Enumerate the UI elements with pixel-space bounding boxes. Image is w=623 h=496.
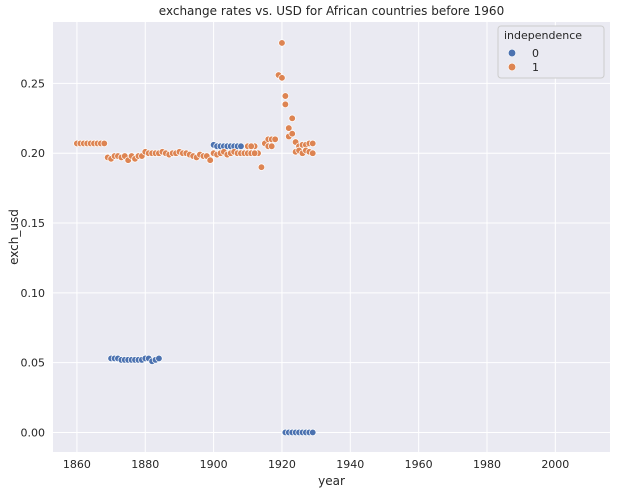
y-tick-label: 0.20 <box>21 147 46 160</box>
grid-lines <box>53 22 610 452</box>
legend: independence 01 <box>497 25 605 79</box>
legend-label-1: 1 <box>532 61 539 74</box>
x-tick-label: 1860 <box>63 458 91 471</box>
x-tick-label: 1900 <box>200 458 228 471</box>
legend-label-0: 0 <box>532 47 539 60</box>
data-point-series-1 <box>309 139 317 148</box>
x-tick-label: 1980 <box>473 458 501 471</box>
legend-items: 01 <box>507 47 539 74</box>
legend-box <box>497 25 605 79</box>
data-point-series-1 <box>100 139 108 148</box>
x-tick-label: 1960 <box>405 458 433 471</box>
y-tick-label: 0.05 <box>21 357 46 370</box>
data-point-series-1 <box>288 114 296 122</box>
data-point-series-1 <box>268 142 276 150</box>
data-point-series-1 <box>309 149 317 157</box>
data-point-series-1 <box>281 92 290 100</box>
data-point-series-1 <box>206 156 214 164</box>
plot-area <box>53 22 610 452</box>
x-tick-labels: 1860 1880 1900 1920 1940 1960 1980 2000 <box>63 458 569 471</box>
y-tick-label: 0.10 <box>21 287 46 300</box>
x-tick-label: 1920 <box>268 458 296 471</box>
y-tick-labels: 0.00 0.05 0.10 0.15 0.20 0.25 <box>21 77 46 439</box>
chart-title: exchange rates vs. USD for African count… <box>159 4 504 18</box>
legend-title: independence <box>504 29 582 42</box>
data-point-series-1 <box>271 135 279 143</box>
x-tick-label: 1880 <box>131 458 159 471</box>
data-point-series-0 <box>309 428 317 437</box>
data-point-series-1 <box>247 142 255 150</box>
y-tick-label: 0.25 <box>21 77 46 90</box>
data-point-series-0 <box>155 354 163 363</box>
data-point-series-1 <box>281 100 290 109</box>
legend-marker-0 <box>507 48 517 58</box>
data-point-series-1 <box>285 124 293 132</box>
data-points <box>73 39 317 437</box>
legend-marker-1 <box>507 62 517 72</box>
data-point-series-1 <box>278 74 286 82</box>
data-point-series-1 <box>257 163 266 171</box>
x-tick-label: 1940 <box>336 458 364 471</box>
y-tick-label: 0.00 <box>21 426 46 439</box>
x-axis-label: year <box>318 474 345 488</box>
data-point-series-1 <box>278 39 286 47</box>
x-tick-label: 2000 <box>541 458 569 471</box>
data-point-series-1 <box>250 149 259 157</box>
data-point-series-1 <box>288 130 296 138</box>
y-tick-label: 0.15 <box>21 217 46 230</box>
data-point-series-0 <box>237 142 245 150</box>
y-axis-label: exch_usd <box>7 209 21 265</box>
